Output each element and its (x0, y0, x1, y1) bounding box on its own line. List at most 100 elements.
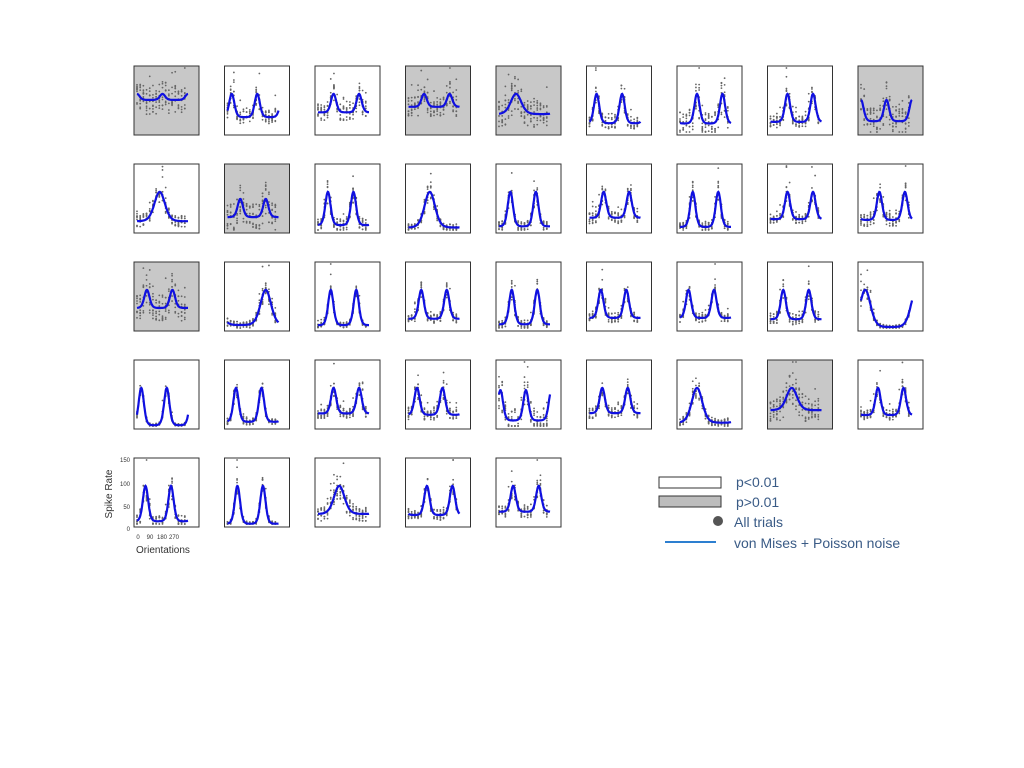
trial-point (726, 228, 729, 231)
trial-point (136, 415, 138, 418)
trial-point (610, 112, 613, 115)
trial-point (171, 295, 173, 297)
trial-point (274, 108, 277, 111)
trial-point (152, 104, 154, 107)
trial-point (617, 402, 620, 405)
trial-point (236, 105, 238, 108)
trial-point (148, 309, 151, 312)
trial-point (348, 408, 351, 411)
trial-point (545, 116, 548, 118)
trial-point (236, 383, 238, 386)
trial-point (866, 123, 869, 125)
trial-point (426, 410, 429, 413)
trial-point (872, 118, 875, 121)
trial-point (798, 119, 801, 122)
trial-point (620, 219, 623, 222)
trial-point (804, 220, 807, 223)
trial-point (232, 90, 235, 93)
trial-point (594, 413, 597, 415)
trial-point (685, 115, 688, 117)
trial-point (232, 81, 235, 84)
trial-point (345, 107, 348, 109)
trial-point (413, 102, 416, 105)
trial-point (339, 406, 342, 408)
trial-point (452, 417, 455, 420)
panel-frame (495, 359, 562, 430)
trial-point (507, 416, 510, 418)
trial-point (726, 126, 729, 129)
trial-point (869, 213, 872, 215)
trial-point (442, 96, 445, 99)
trial-point (630, 187, 632, 190)
trial-point (607, 312, 610, 315)
trial-point (155, 189, 158, 192)
trial-point (445, 412, 448, 415)
trial-point (413, 386, 416, 389)
trial-point (795, 314, 797, 317)
trial-point (226, 423, 229, 426)
trial-point (161, 176, 164, 178)
trial-point (588, 220, 591, 223)
trial-point (320, 403, 323, 406)
trial-point (614, 219, 616, 222)
trial-point (539, 425, 542, 427)
trial-point (860, 280, 862, 283)
trial-point (885, 104, 888, 107)
trial-point (791, 121, 794, 124)
trial-point (323, 114, 326, 117)
trial-point (245, 321, 248, 323)
trial-point (885, 87, 888, 90)
trial-point (429, 197, 432, 200)
trial-point (352, 414, 354, 417)
trial-point (701, 315, 704, 317)
trial-point (139, 311, 142, 314)
trial-point (801, 125, 804, 128)
trial-point (423, 98, 426, 100)
trial-point (274, 210, 277, 213)
trial-point (604, 300, 607, 303)
trial-point (526, 107, 529, 110)
trial-point (364, 105, 367, 108)
trial-point (636, 416, 639, 419)
trial-point (888, 123, 891, 126)
trial-point (610, 116, 613, 119)
trial-point (510, 425, 513, 427)
trial-point (630, 184, 632, 186)
trial-point (691, 186, 694, 189)
trial-point (507, 115, 510, 117)
trial-point (872, 308, 875, 311)
trial-point (594, 210, 597, 213)
trial-point (436, 205, 439, 207)
trial-point (501, 411, 504, 414)
trial-point (807, 280, 810, 283)
trial-point (523, 326, 526, 329)
trial-point (274, 220, 277, 223)
trial-point (420, 394, 423, 397)
trial-point (226, 209, 229, 212)
trial-point (155, 93, 158, 95)
trial-point (148, 87, 151, 90)
trial-point (333, 85, 335, 87)
trial-point (417, 96, 419, 98)
trial-point (866, 113, 869, 116)
trial-point (161, 82, 164, 85)
tuning-panel (676, 163, 743, 234)
trial-point (455, 321, 458, 324)
trial-point (449, 83, 451, 85)
trial-point (449, 287, 451, 290)
trial-point (791, 312, 794, 315)
trial-point (633, 319, 636, 322)
trial-point (320, 227, 323, 230)
trial-point (626, 383, 629, 386)
trial-point (161, 108, 164, 111)
trial-point (523, 384, 526, 387)
trial-point (452, 410, 455, 413)
trial-point (695, 377, 697, 380)
tuning-panel (314, 359, 381, 430)
trial-point (891, 113, 894, 116)
trial-point (236, 198, 238, 201)
trial-point (714, 284, 716, 286)
trial-point (174, 224, 177, 227)
trial-point (417, 107, 419, 110)
trial-point (455, 320, 458, 322)
